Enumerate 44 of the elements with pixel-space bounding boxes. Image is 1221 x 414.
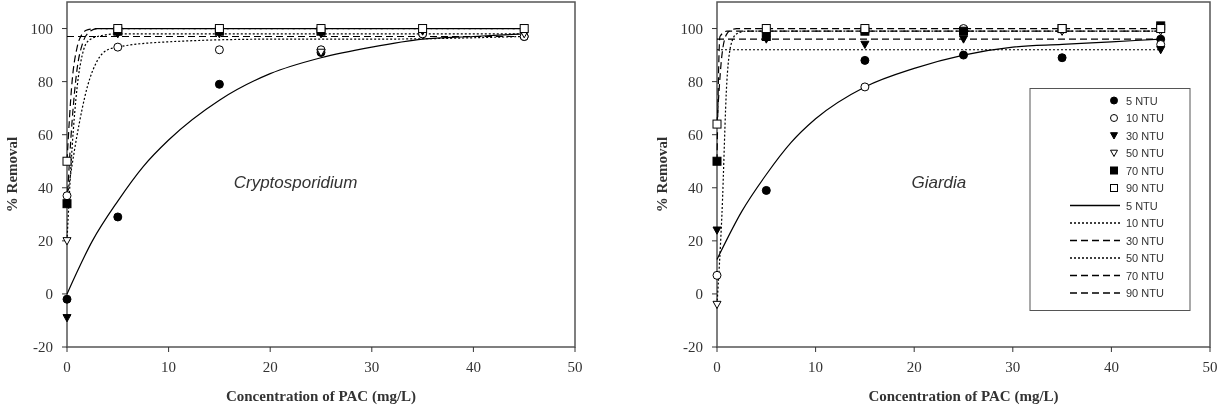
x-tick-label: 10 [808, 359, 824, 375]
x-tick-label: 20 [262, 359, 278, 375]
x-tick-label: 50 [1202, 359, 1218, 375]
y-tick-label: 100 [680, 20, 703, 37]
y-tick-label: 40 [38, 179, 53, 196]
x-tick-label: 20 [906, 359, 922, 375]
y-tick-label: 60 [688, 126, 703, 143]
y-tick-label: 20 [38, 232, 53, 249]
annotation: Giardia [911, 172, 967, 192]
y-tick-label: 80 [688, 73, 703, 90]
y-tick-label: 0 [695, 285, 703, 302]
x-tick-label: 40 [465, 359, 481, 375]
y-tick-label: 100 [30, 20, 53, 37]
legend-label: 70 NTU [1126, 164, 1164, 177]
x-tick-label: 0 [713, 359, 721, 375]
annotation: Cryptosporidium [233, 172, 358, 192]
legend-label: 90 NTU [1126, 182, 1164, 194]
legend-label: 5 NTU [1126, 199, 1158, 212]
x-tick-label: 0 [63, 359, 71, 375]
legend-label: 30 NTU [1126, 234, 1164, 247]
x-axis-title: Concentration of PAC (mg/L) [868, 388, 1059, 405]
legend-label: 5 NTU [1126, 94, 1158, 107]
x-tick-label: 30 [364, 359, 380, 375]
y-tick-label: 0 [45, 285, 53, 302]
legend-label: 10 NTU [1126, 217, 1164, 229]
x-tick-label: 10 [161, 359, 177, 375]
legend-label: 10 NTU [1126, 112, 1164, 124]
y-tick-label: 80 [38, 73, 53, 90]
y-tick-label: 20 [688, 232, 703, 249]
x-axis-title: Concentration of PAC (mg/L) [225, 388, 417, 405]
y-tick-label: 60 [38, 126, 53, 143]
y-axis-title: % Removal [4, 136, 20, 213]
y-tick-label: -20 [33, 339, 53, 355]
legend-label: 50 NTU [1126, 252, 1164, 264]
x-tick-label: 50 [567, 359, 583, 375]
legend-label: 70 NTU [1126, 269, 1164, 282]
y-tick-label: -20 [683, 339, 703, 355]
x-tick-label: 30 [1005, 359, 1021, 375]
legend-label: 30 NTU [1126, 129, 1164, 142]
y-tick-label: 40 [688, 179, 703, 196]
legend-label: 50 NTU [1126, 147, 1164, 159]
y-axis-title: % Removal [654, 136, 670, 213]
legend-label: 90 NTU [1126, 287, 1164, 299]
x-tick-label: 40 [1103, 359, 1119, 375]
